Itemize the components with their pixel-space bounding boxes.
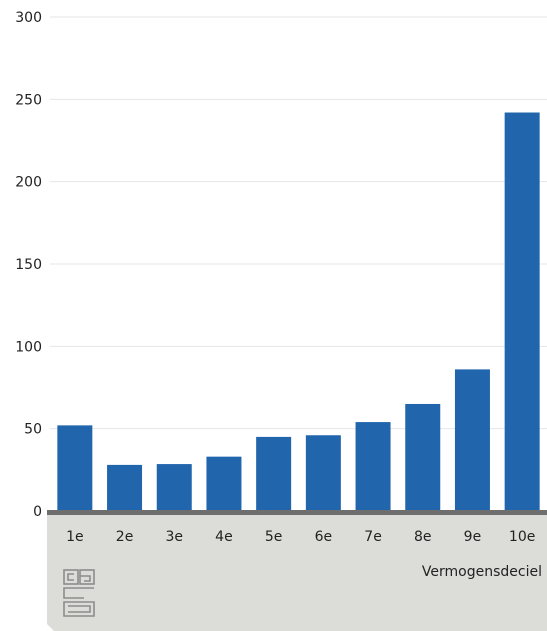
x-tick-label: 2e [116,529,134,545]
gridlines [50,16,547,430]
bars [57,112,540,512]
y-axis-ticks: 0 50 100 150 200 250 300 [15,10,42,520]
x-tick-label: 7e [364,529,382,545]
x-tick-label: 6e [315,529,333,545]
y-tick-label: 250 [15,92,42,108]
x-axis-line [47,510,547,515]
x-tick-label: 5e [265,529,283,545]
bar-4e [206,456,242,511]
bar-7e [355,422,391,511]
x-axis-title: Vermogensdeciel [422,564,542,580]
bar-2e [107,464,143,511]
cbs-logo-icon [63,569,95,617]
x-tick-label: 3e [165,529,183,545]
bar-3e [156,464,192,511]
bar-10e [504,112,540,512]
y-tick-label: 50 [24,422,42,438]
bar-9e [454,369,490,511]
y-tick-label: 300 [15,10,42,26]
x-axis-labels: 1e 2e 3e 4e 5e 6e 7e 8e 9e 10e [66,529,535,545]
x-tick-label: 10e [509,529,535,545]
y-tick-label: 150 [15,257,42,273]
bar-8e [405,403,441,511]
x-tick-label: 8e [414,529,432,545]
x-tick-label: 1e [66,529,84,545]
x-axis-band [47,512,547,631]
y-tick-label: 200 [15,175,42,191]
y-tick-label: 100 [15,339,42,355]
x-tick-label: 9e [464,529,482,545]
bar-6e [305,435,341,511]
x-tick-label: 4e [215,529,233,545]
y-tick-label: 0 [33,504,42,520]
bar-1e [57,425,93,511]
bar-5e [256,436,292,511]
